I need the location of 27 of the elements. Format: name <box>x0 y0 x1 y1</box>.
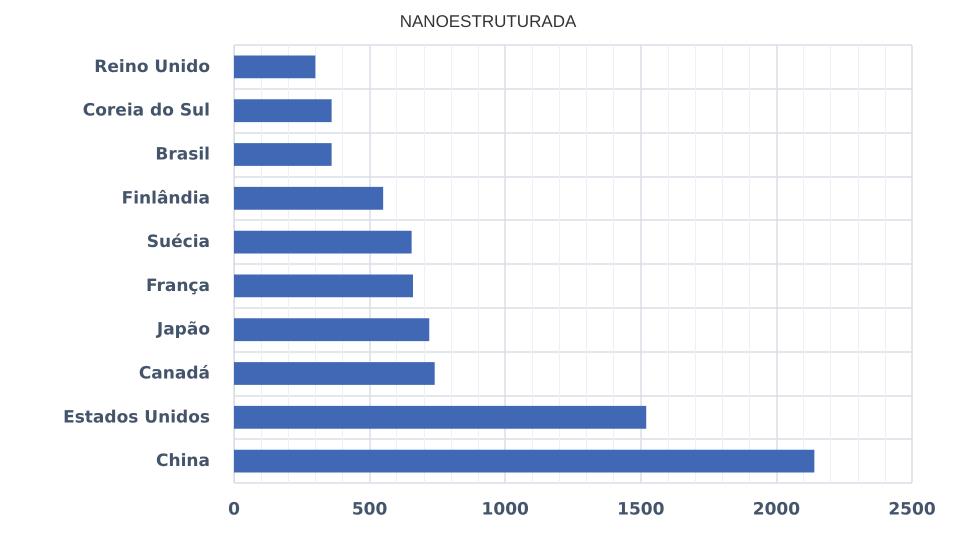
x-tick-label: 500 <box>352 500 388 520</box>
bar <box>234 186 384 210</box>
bar <box>234 274 413 298</box>
x-tick-label: 1500 <box>617 500 665 520</box>
bar <box>234 362 435 385</box>
y-tick-label: China <box>156 451 210 472</box>
x-tick-label: 2500 <box>888 500 936 520</box>
x-tick-label: 1000 <box>482 500 530 520</box>
chart-title: NANOESTRUTURADA <box>400 12 577 31</box>
x-tick-label: 0 <box>228 500 240 520</box>
bar <box>234 143 332 166</box>
bar <box>234 99 332 122</box>
bar <box>234 318 430 342</box>
y-tick-label: Reino Unido <box>94 56 210 77</box>
y-tick-label: Finlândia <box>122 188 210 208</box>
y-tick-label: França <box>146 276 210 296</box>
y-tick-label: Coreia do Sul <box>82 100 210 121</box>
bar <box>234 230 412 254</box>
bar <box>234 450 814 472</box>
y-tick-label: Brasil <box>155 144 210 164</box>
bar <box>234 56 316 78</box>
y-tick-label: Japão <box>156 320 210 340</box>
y-tick-label: Suécia <box>146 232 210 252</box>
y-tick-label: Estados Unidos <box>63 407 210 428</box>
bar <box>234 406 646 429</box>
y-tick-label: Canadá <box>138 364 210 384</box>
x-tick-label: 2000 <box>752 500 800 520</box>
